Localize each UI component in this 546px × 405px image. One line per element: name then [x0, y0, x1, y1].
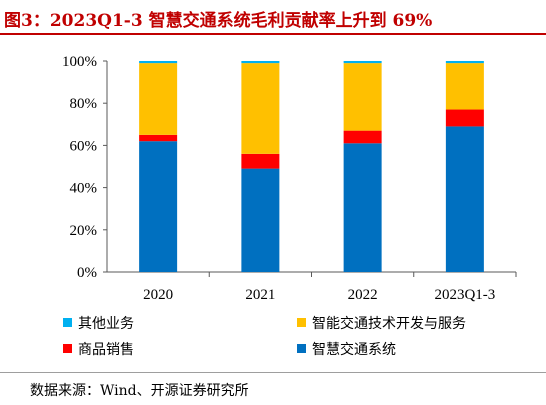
bar-segment — [139, 63, 178, 135]
x-tick-label: 2022 — [348, 287, 378, 303]
bar-segment — [343, 61, 382, 64]
bar-segment — [445, 63, 484, 110]
x-tick-label: 2023Q1-3 — [434, 287, 495, 303]
bar-segment — [139, 141, 178, 272]
bar-segment — [139, 61, 178, 64]
bar-segment — [343, 143, 382, 272]
y-tick-label: 60% — [70, 138, 98, 154]
bar-segment — [139, 134, 178, 142]
y-tick-label: 40% — [70, 181, 98, 197]
bar-segment — [445, 109, 484, 127]
bar-segment — [241, 63, 280, 154]
x-tick-label: 2020 — [143, 287, 173, 303]
bar-segment — [445, 126, 484, 272]
bar-segment — [343, 130, 382, 144]
chart-title: 图3：2023Q1-3 智慧交通系统毛利贡献率上升到 69% — [4, 11, 433, 31]
bar-segment — [445, 61, 484, 64]
bar-segment — [241, 168, 280, 272]
y-tick-label: 100% — [62, 54, 97, 70]
bar-segment — [241, 61, 280, 64]
y-tick-label: 20% — [70, 223, 98, 239]
bar-segment — [241, 153, 280, 169]
x-tick-label: 2021 — [245, 287, 275, 303]
y-tick-label: 0% — [77, 265, 97, 281]
footer-divider — [0, 372, 546, 373]
y-tick-label: 80% — [70, 96, 98, 112]
bar-segment — [343, 63, 382, 131]
stacked-bar-chart: 0% 20% 40% 60% 80% 100% 2020 2021 2022 2023Q1-3 — [62, 54, 517, 303]
title-divider — [0, 33, 546, 35]
data-source: 数据来源：Wind、开源证券研究所 — [30, 383, 249, 399]
